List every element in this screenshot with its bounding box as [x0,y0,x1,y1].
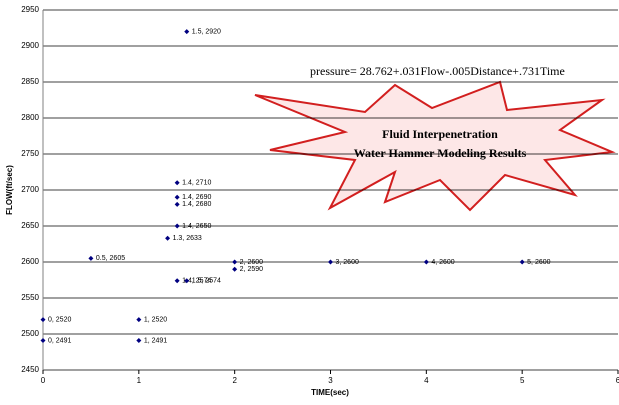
x-tick-label: 0 [41,376,46,385]
star-subtitle: Water Hammer Modeling Results [354,146,527,160]
y-tick-label: 2650 [21,221,39,230]
y-tick-label: 2700 [21,185,39,194]
x-tick-label: 1 [137,376,142,385]
data-label: 1, 2491 [144,337,167,344]
data-label: 3, 2600 [336,259,359,266]
point [424,260,429,265]
star-title: Fluid Interpenetration [382,127,498,141]
data-label: 2, 2600 [240,259,263,266]
data-label: 0.5, 2605 [96,255,125,262]
point [136,338,141,343]
point [175,278,180,283]
point [184,29,189,34]
y-tick-label: 2800 [21,113,39,122]
data-label: 0, 2491 [48,337,71,344]
point [88,256,93,261]
data-label: 1, 2520 [144,316,167,323]
point [232,260,237,265]
data-label: 1.3, 2633 [173,235,202,242]
y-tick-label: 2500 [21,329,39,338]
y-tick-label: 2600 [21,257,39,266]
data-label: 1.4, 2710 [182,180,211,187]
data-label: 1.4, 2650 [182,223,211,230]
x-tick-label: 5 [520,376,525,385]
data-label: 5, 2600 [527,259,550,266]
point [136,317,141,322]
point [175,202,180,207]
point [41,338,46,343]
point [520,260,525,265]
x-tick-label: 2 [232,376,237,385]
equation-annotation: pressure= 28.762+.031Flow-.005Distance+.… [310,64,565,78]
data-label: 4, 2600 [431,259,454,266]
y-tick-label: 2550 [21,293,39,302]
page: pressure= 28.762+.031Flow-.005Distance+.… [0,0,619,405]
y-tick-label: 2750 [21,149,39,158]
x-tick-label: 4 [424,376,429,385]
chart: pressure= 28.762+.031Flow-.005Distance+.… [0,0,619,405]
data-label: 1.4, 2690 [182,194,211,201]
data-label: 1.5, 2920 [192,28,221,35]
point [175,180,180,185]
x-axis-title: TIME(sec) [311,388,349,397]
y-tick-label: 2850 [21,77,39,86]
y-tick-label: 2950 [21,5,39,14]
y-tick-label: 2900 [21,41,39,50]
y-axis-title: FLOW(ft/sec) [5,165,14,215]
data-label: 2, 2590 [240,266,263,273]
data-label: 1.4, 2680 [182,201,211,208]
point [175,224,180,229]
point [165,236,170,241]
y-tick-label: 2450 [21,365,39,374]
point [328,260,333,265]
point [232,267,237,272]
x-tick-label: 3 [328,376,333,385]
point [175,195,180,200]
point [41,317,46,322]
data-label: 1.5, 2574 [192,278,221,285]
data-label: 0, 2520 [48,316,71,323]
